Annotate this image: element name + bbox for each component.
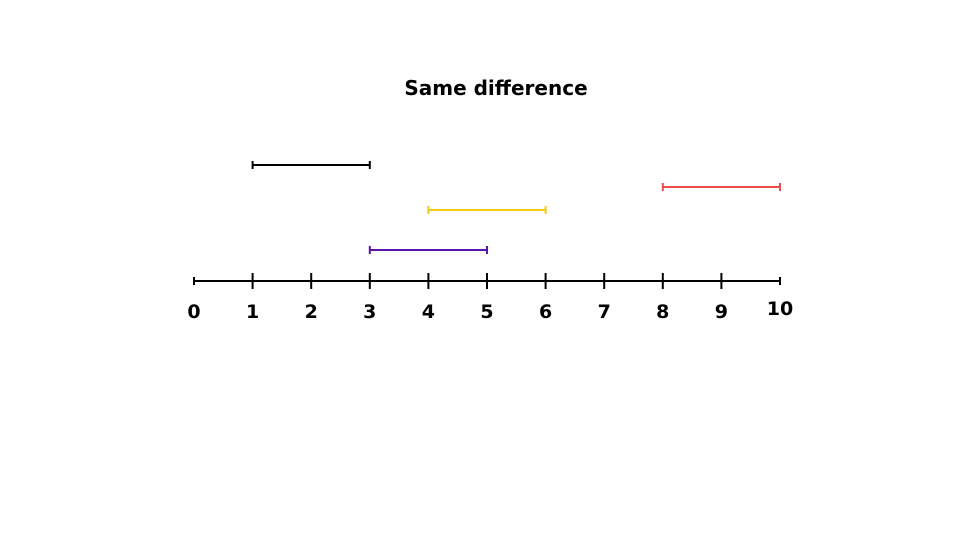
tick-label-8: 8 (656, 301, 669, 323)
tick-label-1: 1 (246, 301, 259, 323)
tick-label-4: 4 (422, 301, 435, 323)
segments-group (251, 161, 781, 254)
tick-label-0: 0 (187, 301, 200, 323)
segment-purple (368, 246, 488, 254)
tick-label-6: 6 (539, 301, 552, 323)
segment-red (661, 183, 781, 191)
tick-label-9: 9 (715, 301, 728, 323)
number-line: 0 1 2 3 4 5 6 7 8 9 10 (187, 273, 793, 323)
diagram-title: Same difference (404, 76, 587, 100)
tick-label-2: 2 (305, 301, 318, 323)
segment-black (251, 161, 371, 169)
tick-label-10: 10 (767, 298, 793, 320)
tick-label-7: 7 (598, 301, 611, 323)
tick-label-5: 5 (480, 301, 493, 323)
tick-label-3: 3 (363, 301, 376, 323)
segment-yellow (427, 206, 547, 214)
